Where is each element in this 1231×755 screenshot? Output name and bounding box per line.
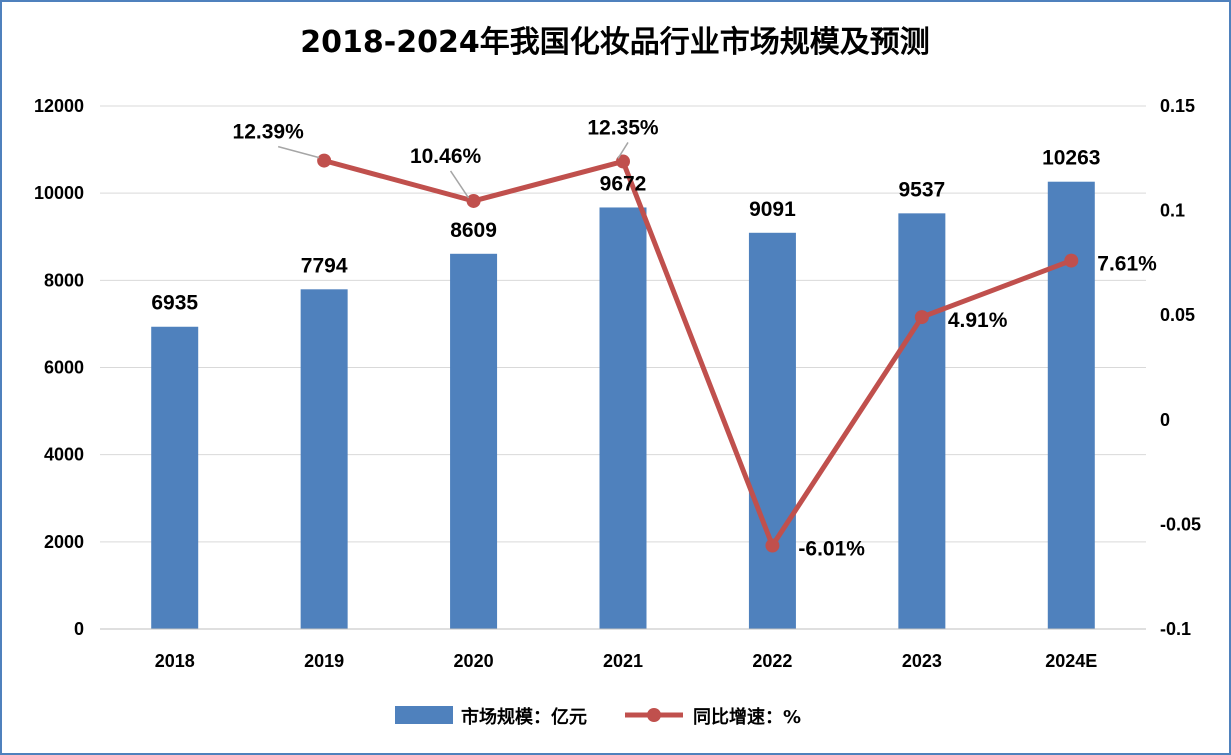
bar-value-label: 10263 [1042,147,1100,170]
x-tick-label: 2021 [603,651,643,671]
x-tick-label: 2024E [1045,651,1097,671]
bar-value-label: 9672 [600,172,647,195]
bar-value-label: 7794 [301,254,348,277]
label-leader-line [617,142,629,159]
growth-value-label: 12.39% [233,121,305,144]
bar [450,253,498,629]
right-tick-label: 0.1 [1160,201,1185,221]
left-tick-label: 12000 [34,96,84,116]
x-tick-label: 2022 [752,651,792,671]
label-leader-line [277,145,320,159]
bars [151,181,1095,629]
right-tick-label: 0.05 [1160,305,1195,325]
bar [300,289,348,629]
x-tick-label: 2020 [454,651,494,671]
growth-value-label: 10.46% [410,145,482,168]
x-tick-label: 2019 [304,651,344,671]
x-tick-label: 2023 [902,651,942,671]
legend-line-marker [647,708,661,722]
legend: 市场规模：亿元 同比增速：% [395,706,801,728]
left-tick-label: 0 [74,619,84,639]
bar [151,326,199,629]
growth-line [317,153,1079,553]
growth-point [466,193,481,208]
left-tick-label: 2000 [44,532,84,552]
bar [1047,181,1095,629]
growth-point [317,153,332,168]
chart-title: 2018-2024年我国化妆品行业市场规模及预测 [300,25,929,60]
legend-bar-label: 市场规模：亿元 [461,706,587,728]
left-tick-label: 10000 [34,183,84,203]
growth-point [765,538,780,553]
bar [898,213,946,629]
bar [748,232,796,629]
label-leader-line [449,170,470,199]
legend-bar-swatch [395,706,453,724]
growth-line-path [323,158,1073,549]
right-tick-label: -0.05 [1160,514,1201,534]
bar-value-label: 9091 [749,198,796,221]
bar-value-label: 9537 [898,178,945,201]
right-tick-label: -0.1 [1160,619,1191,639]
growth-value-label: 12.35% [587,116,659,139]
growth-point [1064,253,1079,268]
right-tick-label: 0 [1160,410,1170,430]
bar [599,207,647,629]
growth-point [616,154,630,169]
bar-value-label: 8609 [450,219,497,242]
data-labels: 6935 7794 8609 9672 9091 9537 10263 12.39% 10.46… [151,116,1157,560]
growth-value-label: 7.61% [1097,253,1157,276]
axes: 0 2000 4000 6000 8000 10000 12000 -0.1 -0.05 0 0.0… [34,96,1201,671]
left-tick-label: 6000 [44,358,84,378]
left-tick-label: 8000 [44,270,84,290]
growth-value-label: 4.91% [948,309,1008,332]
growth-point [914,310,929,325]
x-tick-label: 2018 [155,651,195,671]
right-tick-label: 0.15 [1160,96,1195,116]
legend-line-label: 同比增速：% [693,706,801,728]
growth-value-label: -6.01% [798,538,865,561]
bar-value-label: 6935 [151,292,198,315]
left-tick-label: 4000 [44,445,84,465]
